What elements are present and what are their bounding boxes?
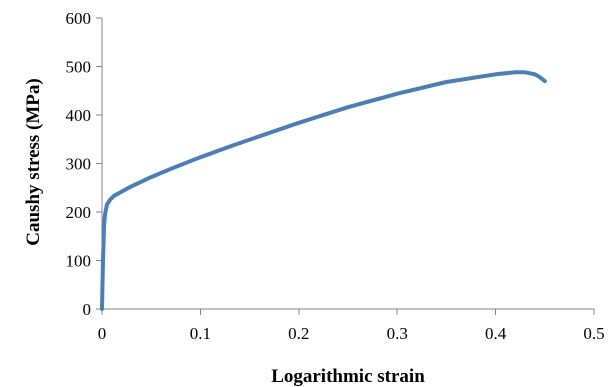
y-tick-label: 200 [66,203,92,222]
x-tick-label: 0 [98,324,107,343]
y-tick-label: 600 [66,9,92,28]
y-tick-label: 0 [83,300,92,319]
x-axis: 0 0.1 0.2 0.3 0.4 0.5 [98,308,605,343]
x-tick-label: 0.1 [190,324,211,343]
x-tick-label: 0.4 [485,324,507,343]
x-axis-title: Logarithmic strain [271,366,425,387]
x-tick-label: 0.2 [288,324,309,343]
y-axis: 0 100 200 300 400 500 600 [66,9,103,319]
x-tick-label: 0.5 [583,324,604,343]
x-tick-label: 0.3 [387,324,408,343]
y-tick-label: 400 [66,106,92,125]
y-tick-label: 100 [66,252,92,271]
stress-strain-curve [100,70,547,311]
y-axis-title: Caushy stress (MPa) [23,78,44,245]
series-group [100,70,547,311]
y-tick-label: 500 [66,58,92,77]
y-tick-label: 300 [66,155,92,174]
